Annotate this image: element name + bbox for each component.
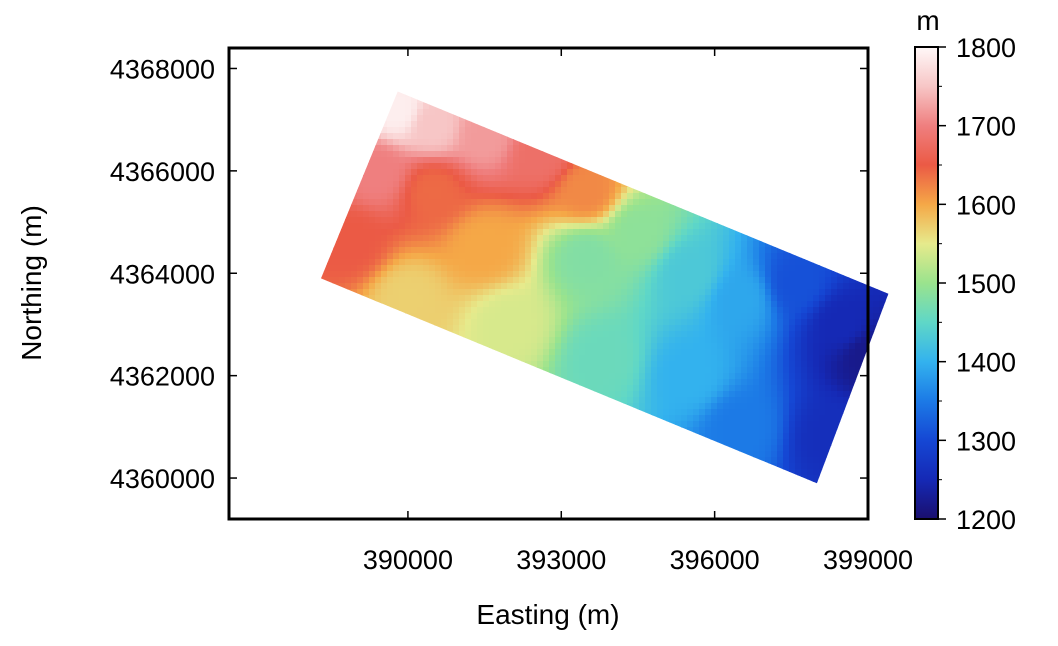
colorbar-tick-label: 1400 xyxy=(956,348,1016,378)
x-tick-label: 396000 xyxy=(670,545,760,575)
colorbar-tick-label: 1200 xyxy=(956,505,1016,535)
y-axis: 4360000 4362000 4364000 4366000 4368000 xyxy=(110,54,868,494)
colorbar: m 1200 1300 1400 1500 1600 1700 1800 xyxy=(914,5,1016,535)
colorbar-tick-label: 1700 xyxy=(956,112,1016,142)
elevation-surface xyxy=(321,91,889,484)
x-axis: 390000 393000 396000 399000 xyxy=(363,48,913,575)
x-tick-label: 399000 xyxy=(823,545,913,575)
plot-frame xyxy=(227,46,870,521)
y-tick-label: 4362000 xyxy=(110,362,215,392)
y-axis-title: Northing (m) xyxy=(16,205,47,361)
colorbar-scale xyxy=(914,46,939,520)
x-tick-label: 390000 xyxy=(363,545,453,575)
y-tick-label: 4368000 xyxy=(110,54,215,84)
y-tick-label: 4360000 xyxy=(110,464,215,494)
colorbar-tick-label: 1800 xyxy=(956,33,1016,63)
colorbar-unit-label: m xyxy=(916,5,939,36)
y-tick-label: 4366000 xyxy=(110,157,215,187)
y-tick-label: 4364000 xyxy=(110,259,215,289)
colorbar-ticks: 1200 1300 1400 1500 1600 1700 1800 xyxy=(938,33,1016,535)
colorbar-tick-label: 1600 xyxy=(956,190,1016,220)
x-tick-label: 393000 xyxy=(516,545,606,575)
colorbar-tick-label: 1500 xyxy=(956,269,1016,299)
colorbar-tick-label: 1300 xyxy=(956,426,1016,456)
x-axis-title: Easting (m) xyxy=(476,599,619,630)
